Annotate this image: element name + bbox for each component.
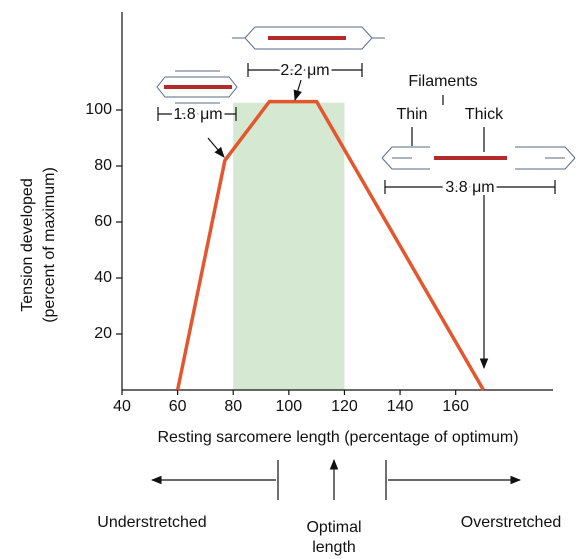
zone-label: length xyxy=(312,539,356,556)
annotation: Thick xyxy=(465,106,504,123)
y-tick-label: 60 xyxy=(94,213,112,230)
annotation: 1.8 μm xyxy=(173,106,222,123)
x-tick-label: 160 xyxy=(442,398,469,415)
optimal-band xyxy=(233,102,345,390)
x-axis-label: Resting sarcomere length (percentage of … xyxy=(157,429,518,446)
sarcomere-short xyxy=(156,70,238,121)
band-layer xyxy=(233,102,345,390)
y-axis-label: Tension developed xyxy=(19,178,36,311)
tension-line xyxy=(175,99,485,391)
zone-label: Understretched xyxy=(97,514,206,531)
y-tick-label: 100 xyxy=(85,101,112,118)
sarcomere-optimal xyxy=(232,26,385,77)
annotation: 2.2 μm xyxy=(280,62,329,79)
y-tick-label: 20 xyxy=(94,325,112,342)
x-tick-label: 100 xyxy=(275,398,302,415)
y-tick-label: 80 xyxy=(94,157,112,174)
y-tick-label: 40 xyxy=(94,269,112,286)
annotation: Thin xyxy=(396,106,427,123)
x-tick-label: 120 xyxy=(331,398,358,415)
sarcomere-long xyxy=(381,95,576,194)
zone-label: Optimal xyxy=(306,519,361,536)
y-axis-label: (percent of maximum) xyxy=(41,167,58,323)
annotation: 3.8 μm xyxy=(445,179,494,196)
arrow xyxy=(293,79,302,102)
arrow xyxy=(207,137,225,158)
x-tick-label: 80 xyxy=(224,398,242,415)
zone-label: Overstretched xyxy=(461,514,561,531)
x-tick-label: 60 xyxy=(169,398,187,415)
x-tick-label: 40 xyxy=(113,398,131,415)
annotation: Filaments xyxy=(408,73,477,90)
x-tick-label: 140 xyxy=(387,398,414,415)
main-layer: 20 40 60 80 100 40 60 80 100 120 140 160 xyxy=(85,12,553,415)
